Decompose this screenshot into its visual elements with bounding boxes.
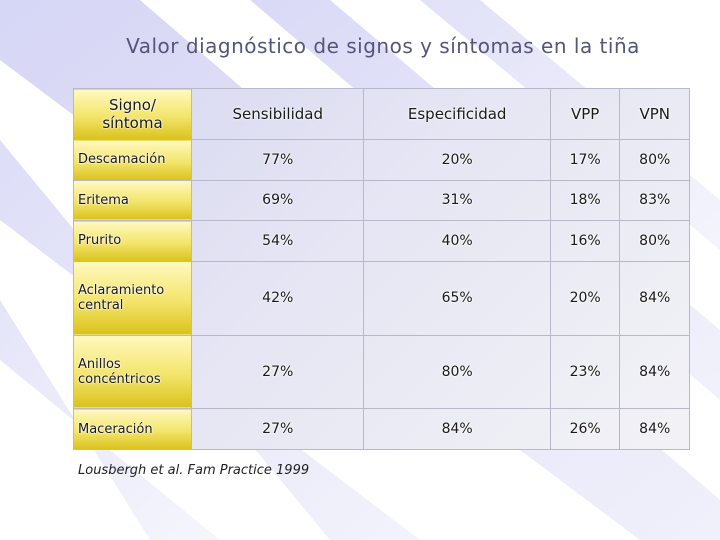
table-cell: 40% (363, 220, 551, 262)
table-cell: 26% (549, 408, 621, 450)
table-cell: 84% (619, 408, 690, 450)
table-cell: 80% (619, 220, 690, 262)
header-cell: Sensibilidad (190, 88, 365, 140)
table-cell: 16% (549, 220, 621, 262)
footnote: Lousbergh et al. Fam Practice 1999 (78, 463, 310, 478)
row-label: Descamación (73, 139, 192, 181)
table-cell: 77% (190, 139, 365, 181)
table-cell: 23% (549, 334, 621, 410)
table-cell: 80% (363, 334, 551, 410)
row-label: Maceración (73, 408, 192, 450)
table-cell: 18% (549, 179, 621, 222)
header-cell: Signo/ síntoma (73, 88, 192, 140)
table-cell: 84% (363, 408, 551, 450)
table-row: Descamación 77% 20% 17% 80% (73, 139, 690, 181)
table-cell: 84% (619, 260, 690, 336)
table-cell: 27% (190, 334, 365, 410)
table-cell: 80% (619, 139, 690, 181)
table-row: Maceración 27% 84% 26% 84% (73, 408, 690, 450)
header-row: Signo/ síntoma Sensibilidad Especificidad V… (73, 88, 690, 140)
table-row: Anillos concéntricos 27% 80% 23% 84% (73, 334, 690, 410)
table-cell: 84% (619, 334, 690, 410)
table-cell: 54% (190, 220, 365, 262)
row-label: Prurito (73, 220, 192, 262)
header-cell: VPN (619, 88, 690, 140)
header-cell: VPP (549, 88, 621, 140)
table-cell: 20% (363, 139, 551, 181)
slide-title: Valor diagnóstico de signos y síntomas e… (126, 34, 640, 58)
header-cell: Especificidad (363, 88, 551, 140)
row-label: Eritema (73, 179, 192, 222)
table-cell: 65% (363, 260, 551, 336)
table-cell: 20% (549, 260, 621, 336)
row-label: Anillos concéntricos (73, 334, 192, 410)
table-cell: 69% (190, 179, 365, 222)
table-cell: 42% (190, 260, 365, 336)
row-label: Aclaramiento central (73, 260, 192, 336)
data-table: Signo/ síntoma Sensibilidad Especificidad V… (73, 88, 690, 450)
table-cell: 83% (619, 179, 690, 222)
table-cell: 27% (190, 408, 365, 450)
table-row: Prurito 54% 40% 16% 80% (73, 220, 690, 262)
table-cell: 31% (363, 179, 551, 222)
table-row: Eritema 69% 31% 18% 83% (73, 179, 690, 222)
table-cell: 17% (549, 139, 621, 181)
table-row: Aclaramiento central 42% 65% 20% 84% (73, 260, 690, 336)
